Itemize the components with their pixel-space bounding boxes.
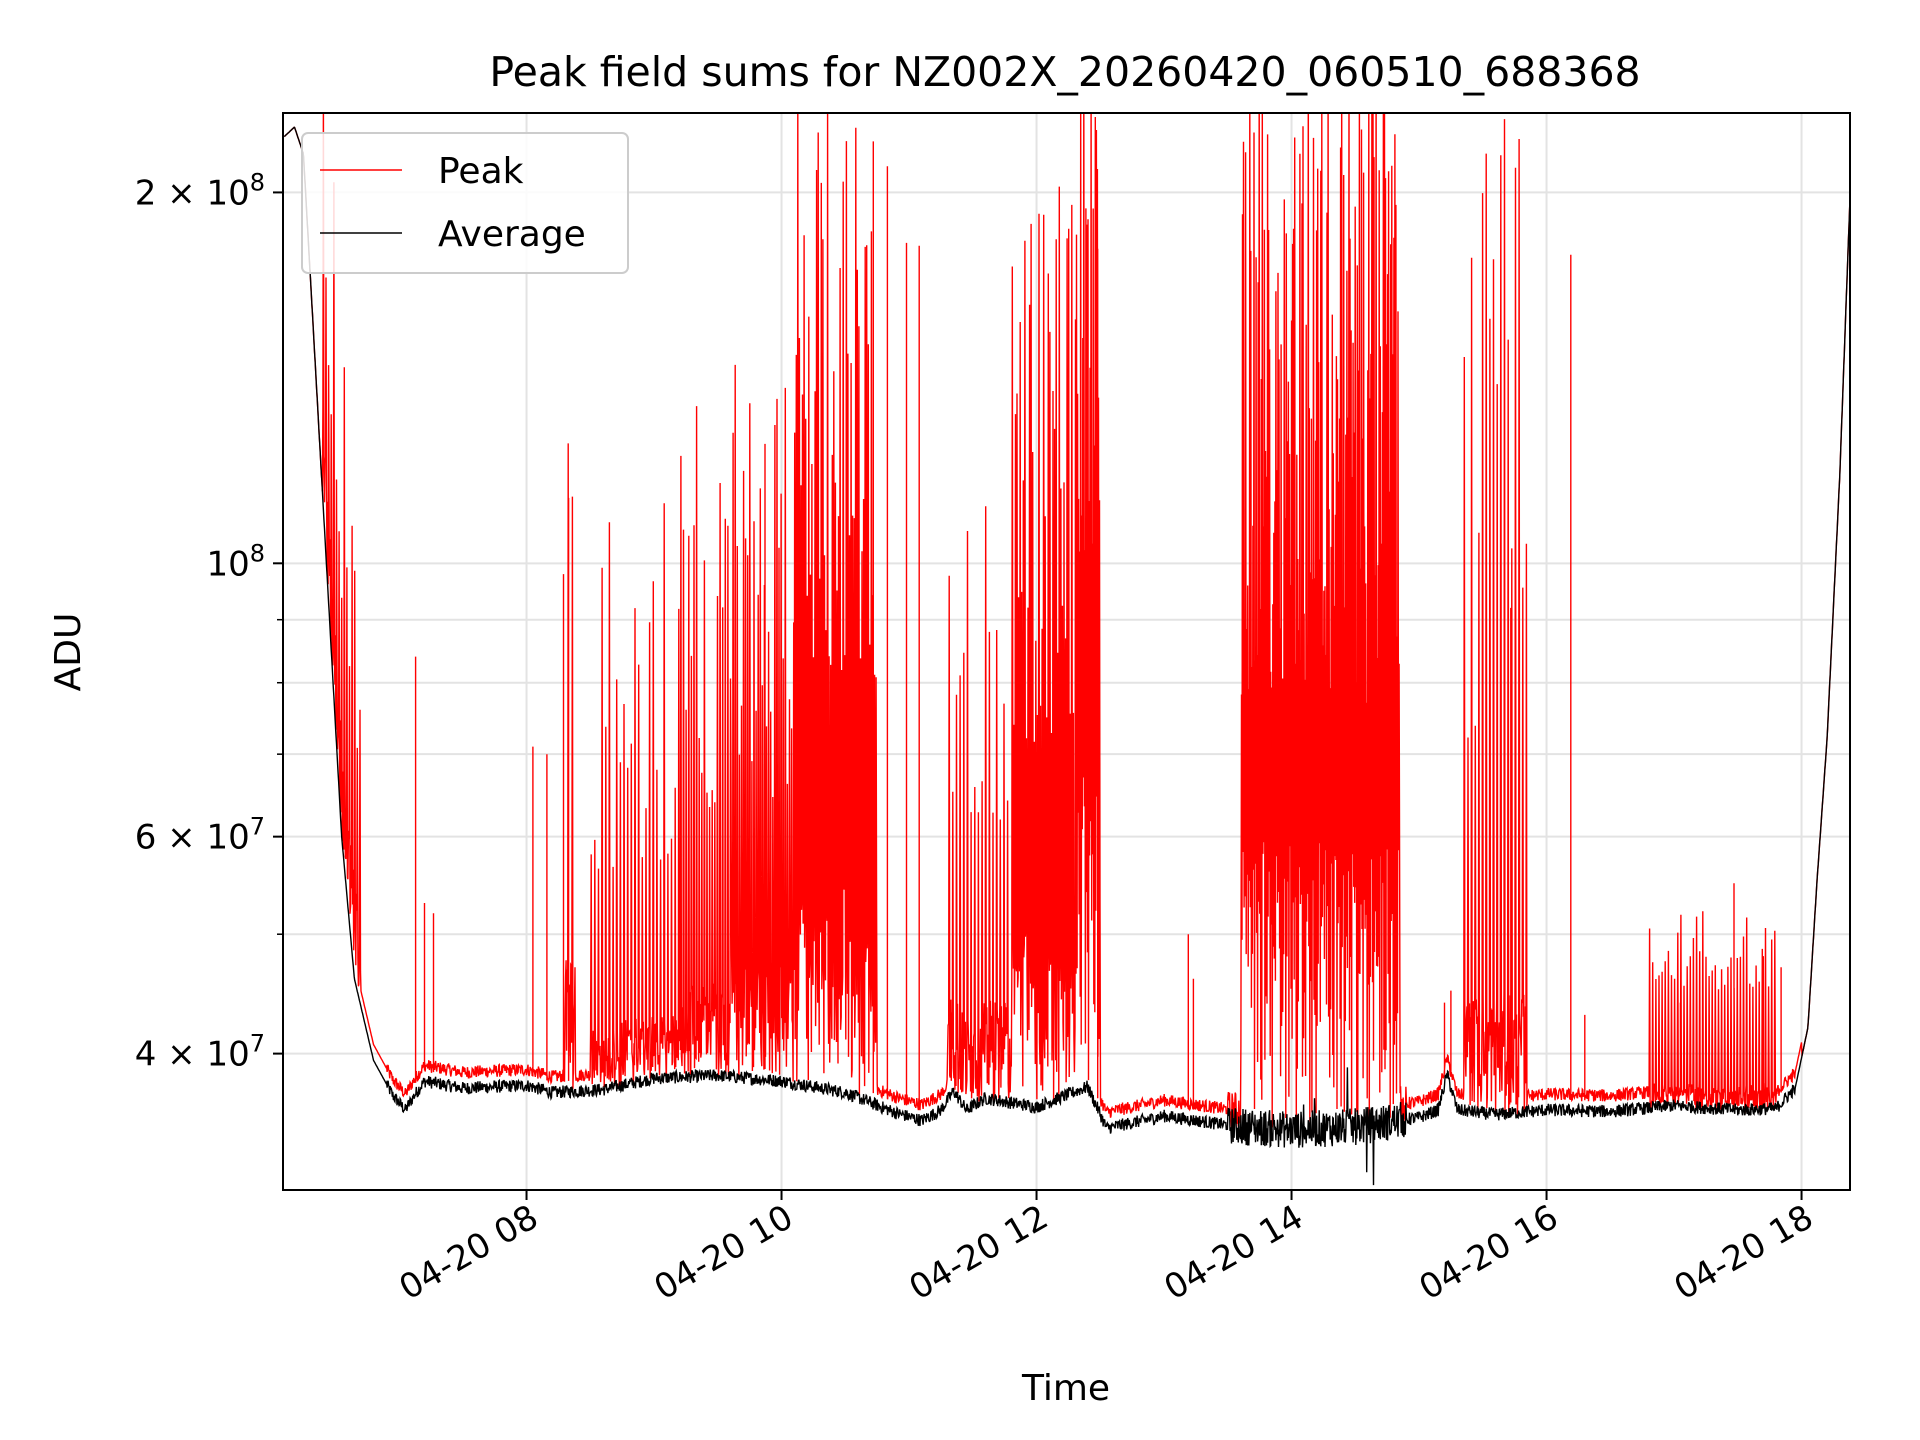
legend-label-average: Average bbox=[438, 214, 586, 255]
y-tick-label: 108 bbox=[206, 539, 265, 584]
series-line-peak bbox=[283, 113, 1850, 1131]
y-tick-label: 4 × 107 bbox=[135, 1030, 265, 1075]
plot-frame bbox=[282, 112, 1851, 1191]
chart-title: Peak field sums for NZ002X_20260420_0605… bbox=[489, 48, 1640, 96]
y-tick-label: 2 × 108 bbox=[135, 168, 265, 213]
legend-label-peak: Peak bbox=[438, 151, 524, 192]
y-tick-label: 6 × 107 bbox=[135, 813, 265, 858]
legend: Peak Average bbox=[301, 132, 629, 274]
legend-box bbox=[301, 132, 629, 274]
y-axis: 4 × 107 6 × 107 108 2 × 108 bbox=[135, 168, 283, 1075]
series-line-average bbox=[283, 126, 1850, 1186]
y-axis-label: ADU bbox=[48, 613, 89, 692]
x-axis-label: Time bbox=[1021, 1368, 1110, 1409]
